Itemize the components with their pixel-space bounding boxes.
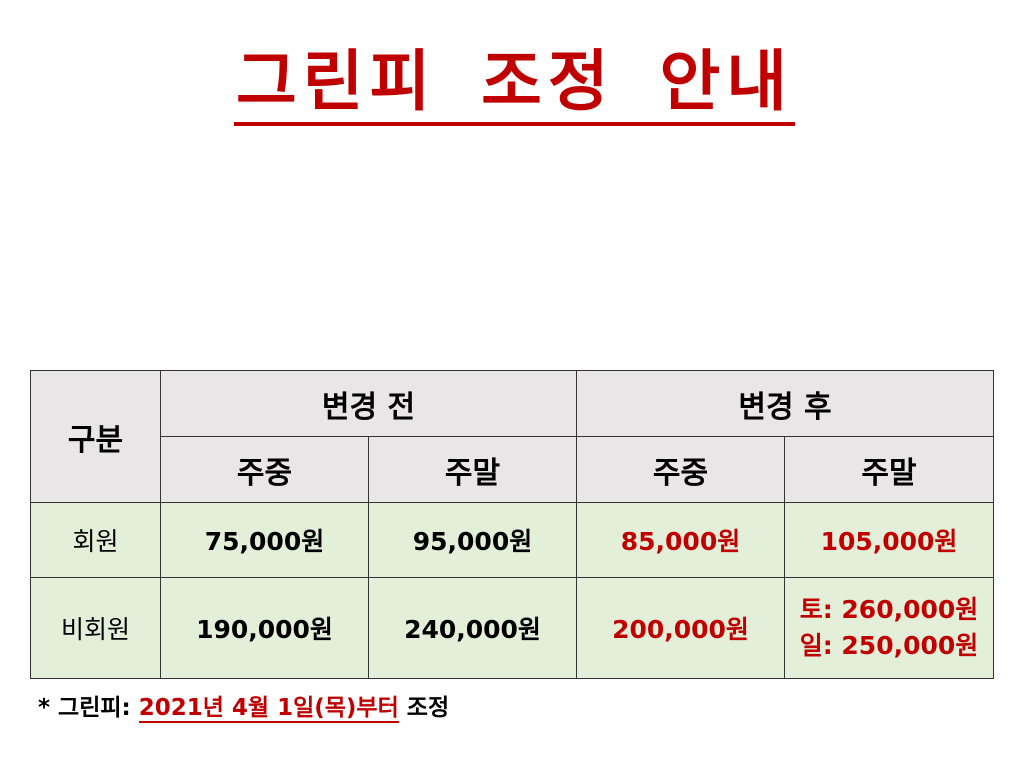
row-label-member: 회원 xyxy=(30,502,161,578)
row-label-nonmember: 비회원 xyxy=(30,577,161,679)
nonmember-after-weekend: 토: 260,000원 일: 250,000원 xyxy=(784,577,994,679)
member-before-weekday: 75,000원 xyxy=(160,502,369,578)
table-row-member: 회원 75,000원 95,000원 85,000원 105,000원 xyxy=(30,502,994,578)
member-after-weekday: 85,000원 xyxy=(576,502,785,578)
nonmember-before-weekend: 240,000원 xyxy=(368,577,577,679)
nonmember-after-saturday: 토: 260,000원 xyxy=(799,595,979,624)
after-weekday-header: 주중 xyxy=(576,436,785,503)
table-row-nonmember: 비회원 190,000원 240,000원 200,000원 토: 260,00… xyxy=(30,577,994,679)
footnote-suffix: 조정 xyxy=(406,695,450,721)
before-weekday-header: 주중 xyxy=(160,436,369,503)
after-header: 변경 후 xyxy=(576,370,994,437)
page-title: 그린피 조정 안내 xyxy=(234,46,795,126)
nonmember-after-sunday: 일: 250,000원 xyxy=(799,631,979,660)
nonmember-after-weekday: 200,000원 xyxy=(576,577,785,679)
footnote: * 그린피: 2021년 4월 1일(목)부터 조정 xyxy=(38,688,450,723)
before-weekend-header: 주말 xyxy=(368,436,577,503)
header-row-sub: 주중 주말 주중 주말 xyxy=(31,436,994,503)
member-after-weekend: 105,000원 xyxy=(784,502,994,578)
category-header: 구분 xyxy=(30,370,161,503)
after-weekend-header: 주말 xyxy=(784,436,994,503)
before-header: 변경 전 xyxy=(160,370,577,437)
page-title-wrap: 그린피 조정 안내 xyxy=(0,46,1029,126)
member-before-weekend: 95,000원 xyxy=(368,502,577,578)
footnote-date: 2021년 4월 1일(목)부터 xyxy=(138,695,399,723)
nonmember-before-weekday: 190,000원 xyxy=(160,577,369,679)
green-fee-table: 구분 변경 전 변경 후 주중 주말 주중 주말 회원 75,000원 95,0… xyxy=(30,370,994,679)
footnote-prefix: * 그린피: xyxy=(38,695,131,721)
header-row-top: 구분 변경 전 변경 후 xyxy=(30,370,994,503)
